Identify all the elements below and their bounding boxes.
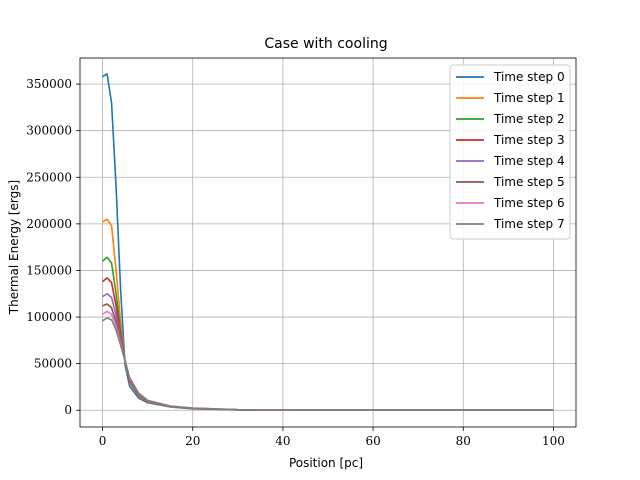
y-tick-label: 350000 <box>26 77 72 91</box>
x-tick-label: 40 <box>275 434 290 448</box>
series-lines <box>102 73 554 412</box>
legend: Time step 0 Time step 1 Time step 2 Time st… <box>449 64 571 240</box>
axes-frame <box>79 57 577 428</box>
legend-label: Time step 5 <box>493 175 565 189</box>
legend-label: Time step 4 <box>493 154 565 168</box>
y-tick-label: 0 <box>64 403 72 417</box>
y-tick-label: 150000 <box>26 263 72 277</box>
x-tick-label: 0 <box>99 434 107 448</box>
legend-label: Time step 3 <box>493 133 565 147</box>
x-axis-label: Position [pc] <box>289 456 363 470</box>
axis-ticks: 0 20 40 60 80 100 0 50000 100000 150000 200000 2500… <box>26 57 577 448</box>
chart-title: Case with cooling <box>264 36 387 52</box>
legend-label: Time step 7 <box>493 217 565 231</box>
x-tick-label: 60 <box>365 434 380 448</box>
y-tick-label: 250000 <box>26 170 72 184</box>
y-tick-label: 200000 <box>26 217 72 231</box>
y-axis-label: Thermal Energy [ergs] <box>7 180 21 315</box>
y-tick-label: 300000 <box>26 124 72 138</box>
legend-label: Time step 6 <box>493 196 565 210</box>
legend-label: Time step 2 <box>493 112 565 126</box>
y-tick-label: 50000 <box>34 357 72 371</box>
legend-frame <box>449 64 571 240</box>
series-line-7 <box>102 317 554 412</box>
x-tick-label: 80 <box>456 434 471 448</box>
y-tick-label: 100000 <box>26 310 72 324</box>
x-tick-label: 100 <box>542 434 565 448</box>
legend-label: Time step 1 <box>493 91 565 105</box>
x-tick-label: 20 <box>185 434 200 448</box>
legend-label: Time step 0 <box>493 70 565 84</box>
